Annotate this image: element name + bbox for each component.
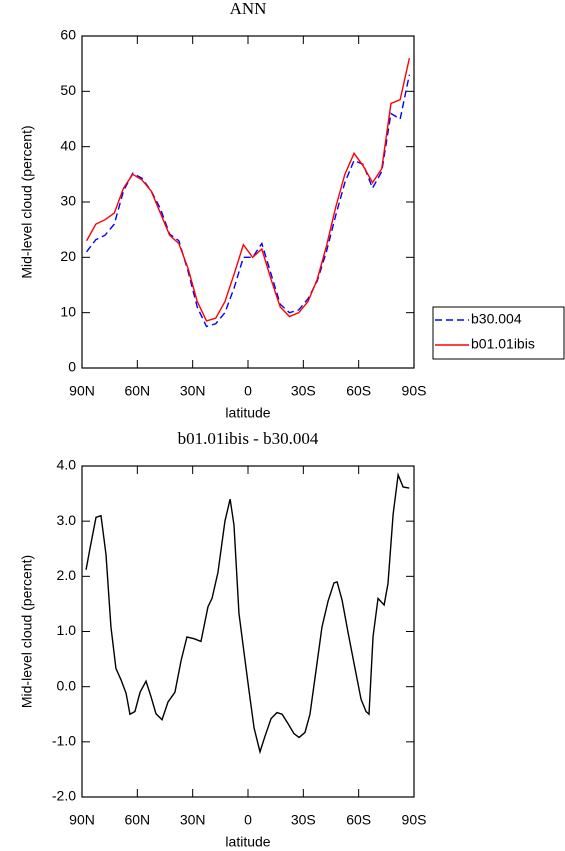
x-tick-label: 30S — [291, 383, 316, 399]
x-axis-label: latitude — [225, 405, 270, 421]
x-tick-label: 0 — [244, 383, 252, 399]
y-tick-label: 40 — [60, 137, 76, 153]
y-tick-label: 0.0 — [57, 677, 77, 693]
legend-label: b01.01ibis — [471, 336, 535, 352]
plot-frame — [81, 35, 415, 369]
data-line — [85, 57, 411, 322]
legend-box — [432, 306, 565, 360]
y-tick-label: -1.0 — [52, 733, 76, 749]
x-tick-label: 30N — [180, 812, 206, 828]
y-tick-label: 20 — [60, 248, 76, 264]
x-tick-label: 60N — [124, 812, 150, 828]
y-tick-label: 30 — [60, 193, 76, 209]
data-line — [85, 472, 410, 755]
y-axis-label: Mid-level cloud (percent) — [19, 125, 35, 278]
y-tick-label: 4.0 — [57, 457, 77, 473]
x-tick-label: 90S — [402, 812, 427, 828]
x-tick-label: 60S — [346, 383, 371, 399]
chart-title: b01.01ibis - b30.004 — [178, 429, 319, 448]
data-line — [86, 74, 411, 328]
legend-label: b30.004 — [471, 311, 522, 327]
x-tick-label: 60S — [346, 812, 371, 828]
y-tick-label: 10 — [60, 303, 76, 319]
x-tick-label: 90N — [69, 383, 95, 399]
x-tick-label: 30S — [291, 812, 316, 828]
y-tick-label: 1.0 — [57, 622, 77, 638]
x-tick-label: 90N — [69, 812, 95, 828]
x-axis-label: latitude — [225, 834, 270, 850]
y-tick-label: 0 — [68, 359, 76, 375]
x-tick-label: 0 — [244, 812, 252, 828]
x-tick-label: 30N — [180, 383, 206, 399]
y-tick-label: 3.0 — [57, 512, 77, 528]
y-axis-label: Mid-level cloud (percent) — [19, 555, 35, 708]
y-tick-label: 2.0 — [57, 567, 77, 583]
chart-title: ANN — [230, 0, 267, 18]
y-tick-label: -2.0 — [52, 788, 76, 804]
plot-frame — [81, 465, 415, 798]
x-tick-label: 60N — [124, 383, 150, 399]
y-tick-label: 60 — [60, 27, 76, 43]
x-tick-label: 90S — [402, 383, 427, 399]
y-tick-label: 50 — [60, 82, 76, 98]
